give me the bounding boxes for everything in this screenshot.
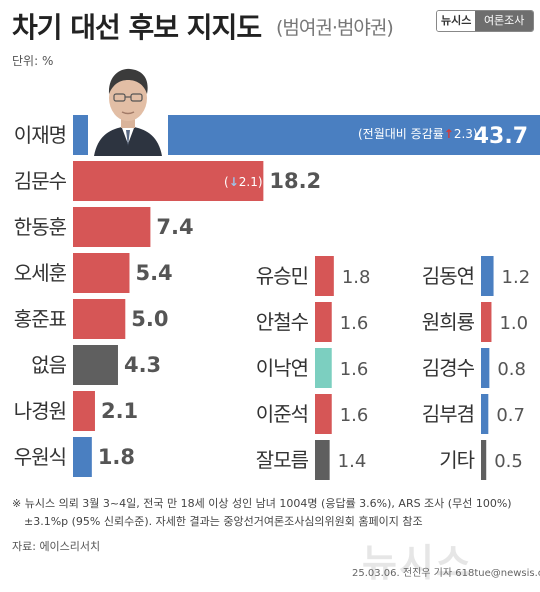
logo-label: 여론조사 [475, 11, 533, 31]
value-label-김문수: 18.2 [269, 169, 321, 193]
bar-잘모름 [315, 440, 330, 480]
value-label-이준석: 1.6 [340, 405, 369, 426]
second-change-label: ( [224, 175, 229, 189]
newsis-watermark: 뉴시스 [362, 541, 473, 585]
source-label: 자료: 에이스리서치 [12, 540, 101, 553]
value-label-잘모름: 1.4 [338, 451, 367, 472]
second-change-value: 2.1) [238, 175, 263, 189]
bar-오세훈 [73, 253, 130, 293]
candidate-name-이준석: 이준석 [256, 402, 308, 426]
bar-한동훈 [73, 207, 151, 247]
up-arrow-icon: ↑ [443, 127, 454, 141]
value-label-나경원: 2.1 [101, 399, 138, 423]
candidate-name-이낙연: 이낙연 [256, 356, 308, 380]
candidate-name-김부겸: 김부겸 [422, 402, 474, 426]
value-label-기타: 0.5 [494, 451, 523, 472]
candidate-name-기타: 기타 [439, 448, 474, 472]
candidate-name-유승민: 유승민 [256, 264, 308, 288]
candidate-name-원희룡: 원희룡 [422, 310, 475, 334]
value-label-오세훈: 5.4 [135, 261, 172, 285]
value-label-이재명: 43.7 [474, 124, 528, 149]
bar-이낙연 [315, 348, 332, 388]
page-subtitle: (범여권·범야권) [276, 17, 394, 39]
down-arrow-icon: ↓ [228, 175, 239, 189]
bar-유승민 [315, 256, 334, 296]
candidate-name-김동연: 김동연 [422, 264, 474, 288]
value-label-원희룡: 1.0 [499, 313, 528, 334]
value-label-김경수: 0.8 [497, 359, 526, 380]
bar-김동연 [481, 256, 494, 296]
candidate-name-오세훈: 오세훈 [14, 261, 67, 285]
second-change-note: (↓2.1) [224, 175, 263, 189]
candidate-name-없음: 없음 [31, 353, 66, 377]
footnote-line-1: ※ 뉴시스 의뢰 3월 3~4일, 전국 만 18세 이상 성인 남녀 1004… [12, 497, 512, 510]
value-label-홍준표: 5.0 [131, 307, 168, 331]
lead-change-label: (전월대비 증감률 [358, 127, 444, 141]
bar-없음 [73, 345, 118, 385]
value-label-김부겸: 0.7 [496, 405, 525, 426]
bar-원희룡 [481, 302, 492, 342]
candidate-photo [88, 56, 168, 156]
lead-change-note: (전월대비 증감률↑2.3) [358, 125, 478, 142]
bar-김문수 [73, 161, 264, 201]
bar-나경원 [73, 391, 95, 431]
candidate-name-김경수: 김경수 [422, 356, 475, 380]
value-label-유승민: 1.8 [342, 267, 371, 288]
value-label-우원식: 1.8 [98, 445, 135, 469]
value-label-한동훈: 7.4 [156, 215, 193, 239]
footnote-line-2: ±3.1%p (95% 신뢰수준). 자세한 결과는 중앙선거여론조사심의위원회… [24, 515, 423, 528]
value-label-없음: 4.3 [124, 353, 161, 377]
candidate-name-이재명: 이재명 [14, 123, 66, 147]
candidate-name-홍준표: 홍준표 [14, 307, 67, 331]
byline-credit: 25.03.06. 전진우 기자 618tue@newsis.com [352, 568, 540, 579]
bar-김경수 [481, 348, 490, 388]
survey-footnote: ※ 뉴시스 의뢰 3월 3~4일, 전국 만 18세 이상 성인 남녀 1004… [12, 495, 512, 531]
candidate-name-안철수: 안철수 [256, 310, 309, 334]
value-label-안철수: 1.6 [340, 313, 369, 334]
candidate-name-한동훈: 한동훈 [14, 215, 67, 239]
candidate-name-잘모름: 잘모름 [256, 448, 309, 472]
bar-우원식 [73, 437, 92, 477]
newsis-poll-logo: 뉴시스 여론조사 [436, 10, 534, 32]
unit-label: 단위: % [12, 54, 54, 68]
logo-brand: 뉴시스 [437, 11, 476, 31]
bar-이준석 [315, 394, 332, 434]
candidate-name-김문수: 김문수 [14, 169, 67, 193]
value-label-김동연: 1.2 [502, 267, 531, 288]
bar-안철수 [315, 302, 332, 342]
candidate-name-우원식: 우원식 [14, 445, 66, 469]
candidate-name-나경원: 나경원 [14, 399, 66, 423]
bar-김부겸 [481, 394, 489, 434]
value-label-이낙연: 1.6 [340, 359, 369, 380]
page-title: 차기 대선 후보 지지도 [12, 11, 262, 44]
bar-홍준표 [73, 299, 126, 339]
lead-change-value: 2.3) [453, 127, 478, 141]
bar-기타 [481, 440, 487, 480]
